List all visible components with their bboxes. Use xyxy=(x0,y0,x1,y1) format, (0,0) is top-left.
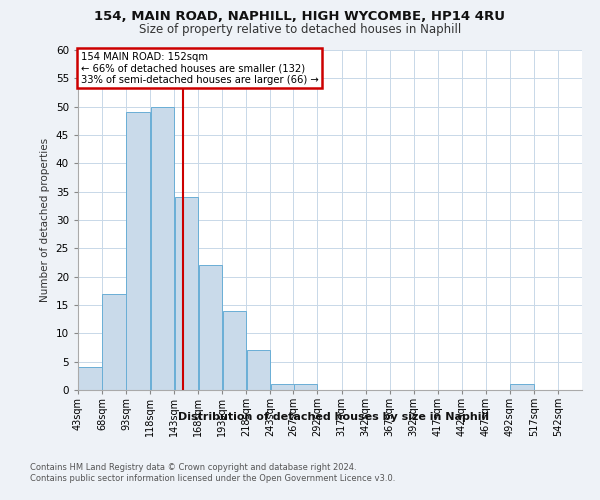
Bar xyxy=(294,384,317,390)
Bar xyxy=(103,294,126,390)
Text: Distribution of detached houses by size in Naphill: Distribution of detached houses by size … xyxy=(178,412,488,422)
Bar xyxy=(271,384,294,390)
Text: Contains HM Land Registry data © Crown copyright and database right 2024.: Contains HM Land Registry data © Crown c… xyxy=(30,462,356,471)
Bar xyxy=(199,266,222,390)
Bar xyxy=(79,368,101,390)
Bar xyxy=(247,350,270,390)
Text: 154 MAIN ROAD: 152sqm
← 66% of detached houses are smaller (132)
33% of semi-det: 154 MAIN ROAD: 152sqm ← 66% of detached … xyxy=(80,52,318,85)
Bar xyxy=(151,106,174,390)
Text: Size of property relative to detached houses in Naphill: Size of property relative to detached ho… xyxy=(139,22,461,36)
Text: Contains public sector information licensed under the Open Government Licence v3: Contains public sector information licen… xyxy=(30,474,395,483)
Text: 154, MAIN ROAD, NAPHILL, HIGH WYCOMBE, HP14 4RU: 154, MAIN ROAD, NAPHILL, HIGH WYCOMBE, H… xyxy=(95,10,505,23)
Y-axis label: Number of detached properties: Number of detached properties xyxy=(40,138,50,302)
Bar xyxy=(510,384,533,390)
Bar xyxy=(127,112,150,390)
Bar xyxy=(175,198,198,390)
Bar xyxy=(223,310,246,390)
